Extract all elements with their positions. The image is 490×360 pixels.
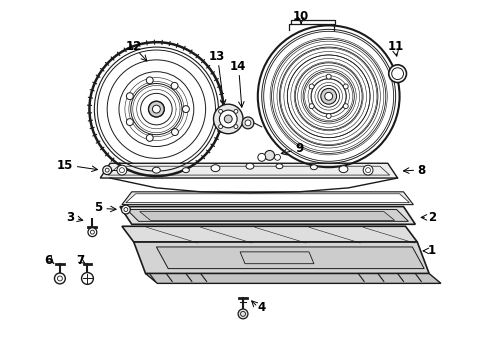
Ellipse shape bbox=[246, 163, 254, 169]
Circle shape bbox=[148, 101, 164, 117]
Ellipse shape bbox=[211, 165, 220, 172]
Circle shape bbox=[363, 165, 373, 175]
Polygon shape bbox=[120, 207, 416, 224]
Circle shape bbox=[172, 129, 178, 135]
Circle shape bbox=[88, 228, 97, 237]
Circle shape bbox=[343, 84, 348, 89]
Circle shape bbox=[326, 113, 331, 118]
Circle shape bbox=[238, 309, 248, 319]
Polygon shape bbox=[134, 242, 429, 274]
Polygon shape bbox=[127, 210, 409, 221]
Circle shape bbox=[309, 84, 314, 89]
Text: 13: 13 bbox=[208, 50, 224, 63]
Circle shape bbox=[81, 273, 94, 284]
Circle shape bbox=[214, 104, 243, 134]
Ellipse shape bbox=[339, 166, 348, 172]
Polygon shape bbox=[126, 194, 410, 203]
Text: 11: 11 bbox=[388, 40, 404, 53]
Text: 5: 5 bbox=[94, 201, 102, 214]
Ellipse shape bbox=[182, 168, 189, 172]
Text: 15: 15 bbox=[57, 159, 73, 172]
Text: 10: 10 bbox=[293, 10, 309, 23]
Circle shape bbox=[326, 74, 331, 79]
Circle shape bbox=[117, 165, 127, 175]
Circle shape bbox=[219, 125, 222, 129]
Circle shape bbox=[54, 273, 65, 284]
Circle shape bbox=[103, 166, 112, 175]
Circle shape bbox=[147, 134, 153, 141]
Circle shape bbox=[219, 109, 222, 113]
Text: 1: 1 bbox=[428, 244, 436, 257]
Circle shape bbox=[258, 153, 266, 161]
Circle shape bbox=[122, 205, 130, 214]
Text: 3: 3 bbox=[67, 211, 75, 224]
Circle shape bbox=[265, 150, 274, 160]
Text: 7: 7 bbox=[76, 254, 85, 267]
Circle shape bbox=[220, 110, 237, 128]
Circle shape bbox=[325, 93, 333, 100]
Circle shape bbox=[126, 93, 133, 100]
Text: 6: 6 bbox=[44, 254, 52, 267]
Polygon shape bbox=[122, 226, 417, 242]
Circle shape bbox=[309, 104, 314, 109]
Circle shape bbox=[147, 77, 153, 84]
Ellipse shape bbox=[276, 164, 283, 169]
Circle shape bbox=[182, 106, 189, 113]
Ellipse shape bbox=[152, 167, 160, 173]
Circle shape bbox=[321, 89, 337, 104]
Circle shape bbox=[234, 109, 238, 113]
Polygon shape bbox=[140, 212, 394, 220]
Polygon shape bbox=[122, 192, 414, 204]
Text: 14: 14 bbox=[230, 60, 246, 73]
Text: 12: 12 bbox=[125, 40, 142, 53]
Circle shape bbox=[389, 65, 407, 82]
Circle shape bbox=[258, 26, 399, 167]
Circle shape bbox=[343, 104, 348, 109]
Circle shape bbox=[242, 117, 254, 129]
Circle shape bbox=[171, 82, 178, 89]
Text: 8: 8 bbox=[417, 164, 425, 177]
Circle shape bbox=[90, 42, 223, 176]
Text: 2: 2 bbox=[428, 211, 436, 224]
Circle shape bbox=[152, 105, 160, 113]
Circle shape bbox=[245, 120, 251, 126]
Circle shape bbox=[224, 115, 232, 123]
Polygon shape bbox=[146, 274, 441, 283]
Polygon shape bbox=[156, 247, 424, 269]
Circle shape bbox=[274, 154, 280, 160]
Circle shape bbox=[126, 118, 133, 126]
Circle shape bbox=[234, 125, 238, 129]
Text: 4: 4 bbox=[258, 301, 266, 315]
Text: 9: 9 bbox=[295, 142, 303, 155]
Ellipse shape bbox=[311, 165, 318, 170]
Polygon shape bbox=[100, 163, 397, 178]
